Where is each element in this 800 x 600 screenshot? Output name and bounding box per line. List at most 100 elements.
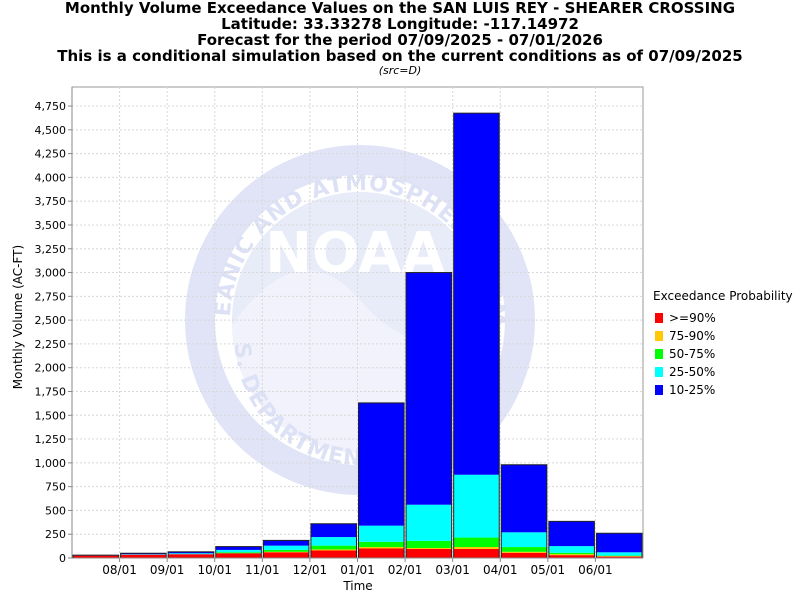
x-tick-label: 04/01 (483, 563, 518, 577)
y-tick-label: 3,250 (35, 243, 67, 256)
bar-segment (548, 521, 595, 547)
bar-segment (548, 546, 595, 553)
bar-segment (453, 548, 500, 558)
bar-segment (501, 532, 547, 548)
bar-segment (501, 547, 547, 552)
legend-item: 10-25% (653, 381, 793, 399)
bar-segment (548, 552, 595, 555)
bar-segment (310, 549, 357, 551)
bar-segment (358, 541, 405, 548)
chart-source-note: (src=D) (378, 64, 422, 77)
bar-segment (310, 523, 357, 538)
bar-segment (453, 474, 500, 538)
legend-item: 50-75% (653, 345, 793, 363)
bar-segment (548, 554, 595, 556)
bar-segment (358, 547, 405, 549)
y-tick-label: 4,250 (35, 148, 67, 161)
bar-segment (406, 504, 452, 541)
x-tick-label: 10/01 (197, 563, 232, 577)
bar-segment (358, 402, 405, 526)
bar-segment (73, 555, 119, 558)
legend-item: >=90% (653, 309, 793, 327)
bar-segment (406, 272, 452, 505)
legend-items: >=90% 75-90% 50-75% 25-50% 10-25% (653, 309, 793, 399)
x-tick-label: 11/01 (245, 563, 280, 577)
legend-swatch (655, 349, 663, 359)
y-tick-label: 3,750 (35, 195, 67, 208)
legend-label: >=90% (669, 311, 716, 325)
y-axis-label: Monthly Volume (AC-FT) (11, 245, 25, 389)
bar-segment (310, 537, 357, 546)
y-tick-label: 1,750 (35, 385, 67, 398)
x-tick-label: 06/01 (578, 563, 613, 577)
chart-title: Monthly Volume Exceedance Values on the … (64, 0, 736, 17)
bar-segment (358, 548, 405, 558)
x-tick-label: 01/01 (340, 563, 375, 577)
bars (72, 112, 643, 559)
bar-segment (596, 556, 642, 558)
bar-segment (215, 549, 262, 553)
legend: Exceedance Probability >=90% 75-90% 50-75%… (653, 289, 793, 399)
x-tick-label: 03/01 (435, 563, 470, 577)
bar-segment (310, 550, 357, 558)
legend-title: Exceedance Probability (653, 289, 793, 303)
bar-segment (596, 552, 642, 556)
y-tick-label: 3,500 (35, 219, 67, 232)
bar-segment (120, 554, 167, 558)
y-tick-label: 3,000 (35, 267, 67, 280)
x-tick-label: 02/01 (388, 563, 423, 577)
bar-segment (453, 113, 500, 475)
legend-label: 75-90% (669, 329, 716, 343)
y-tick-label: 2,750 (35, 290, 67, 303)
bar-segment (596, 533, 642, 553)
bar-segment (453, 537, 500, 548)
bar-segment (406, 540, 452, 549)
bar-segment (215, 553, 262, 558)
bar-segment (263, 549, 309, 552)
bar-segment (168, 554, 214, 558)
bar-segment (548, 555, 595, 558)
y-tick-label: 4,000 (35, 171, 67, 184)
x-tick-label: 05/01 (531, 563, 566, 577)
y-tick-label: 2,250 (35, 338, 67, 351)
x-tick-label: 12/01 (293, 563, 328, 577)
y-tick-label: 1,250 (35, 433, 67, 446)
bar-segment (263, 545, 309, 550)
bar-segment (453, 547, 500, 549)
y-tick-label: 2,500 (35, 314, 67, 327)
axes: 0 250 500 750 1,000 1,250 1,500 1,750 2,000 2,250… (35, 87, 643, 577)
y-tick-label: 2,000 (35, 362, 67, 375)
legend-label: 10-25% (669, 383, 716, 397)
x-axis-label: Time (342, 579, 372, 593)
y-tick-label: 750 (45, 481, 66, 494)
bar-segment (263, 540, 309, 546)
chart-titles: Monthly Volume Exceedance Values on the … (0, 0, 800, 78)
bar-segment (168, 553, 214, 555)
bar-segment (215, 546, 262, 550)
y-tick-label: 4,750 (35, 100, 67, 113)
legend-swatch (655, 385, 663, 395)
bar-segment (406, 548, 452, 558)
chart-subtitle-location: Latitude: 33.33278 Longitude: -117.14972 (221, 15, 579, 33)
y-tick-label: 4,500 (35, 124, 67, 137)
x-tick-label: 09/01 (150, 563, 185, 577)
legend-swatch (655, 367, 663, 377)
bar-segment (215, 552, 262, 554)
legend-label: 25-50% (669, 365, 716, 379)
y-tick-label: 250 (45, 528, 66, 541)
bar-segment (310, 545, 357, 550)
y-tick-label: 1,500 (35, 409, 67, 422)
legend-swatch (655, 313, 663, 323)
legend-swatch (655, 331, 663, 341)
y-tick-label: 0 (59, 552, 66, 565)
legend-label: 50-75% (669, 347, 716, 361)
chart-subtitle-period: Forecast for the period 07/09/2025 - 07/… (197, 31, 603, 49)
bar-segment (263, 552, 309, 558)
bar-segment (168, 551, 214, 554)
legend-item: 75-90% (653, 327, 793, 345)
bar-segment (358, 525, 405, 542)
chart-subtitle-conditions: This is a conditional simulation based o… (57, 47, 743, 65)
y-tick-label: 1,000 (35, 457, 67, 470)
bar-segment (406, 548, 452, 549)
